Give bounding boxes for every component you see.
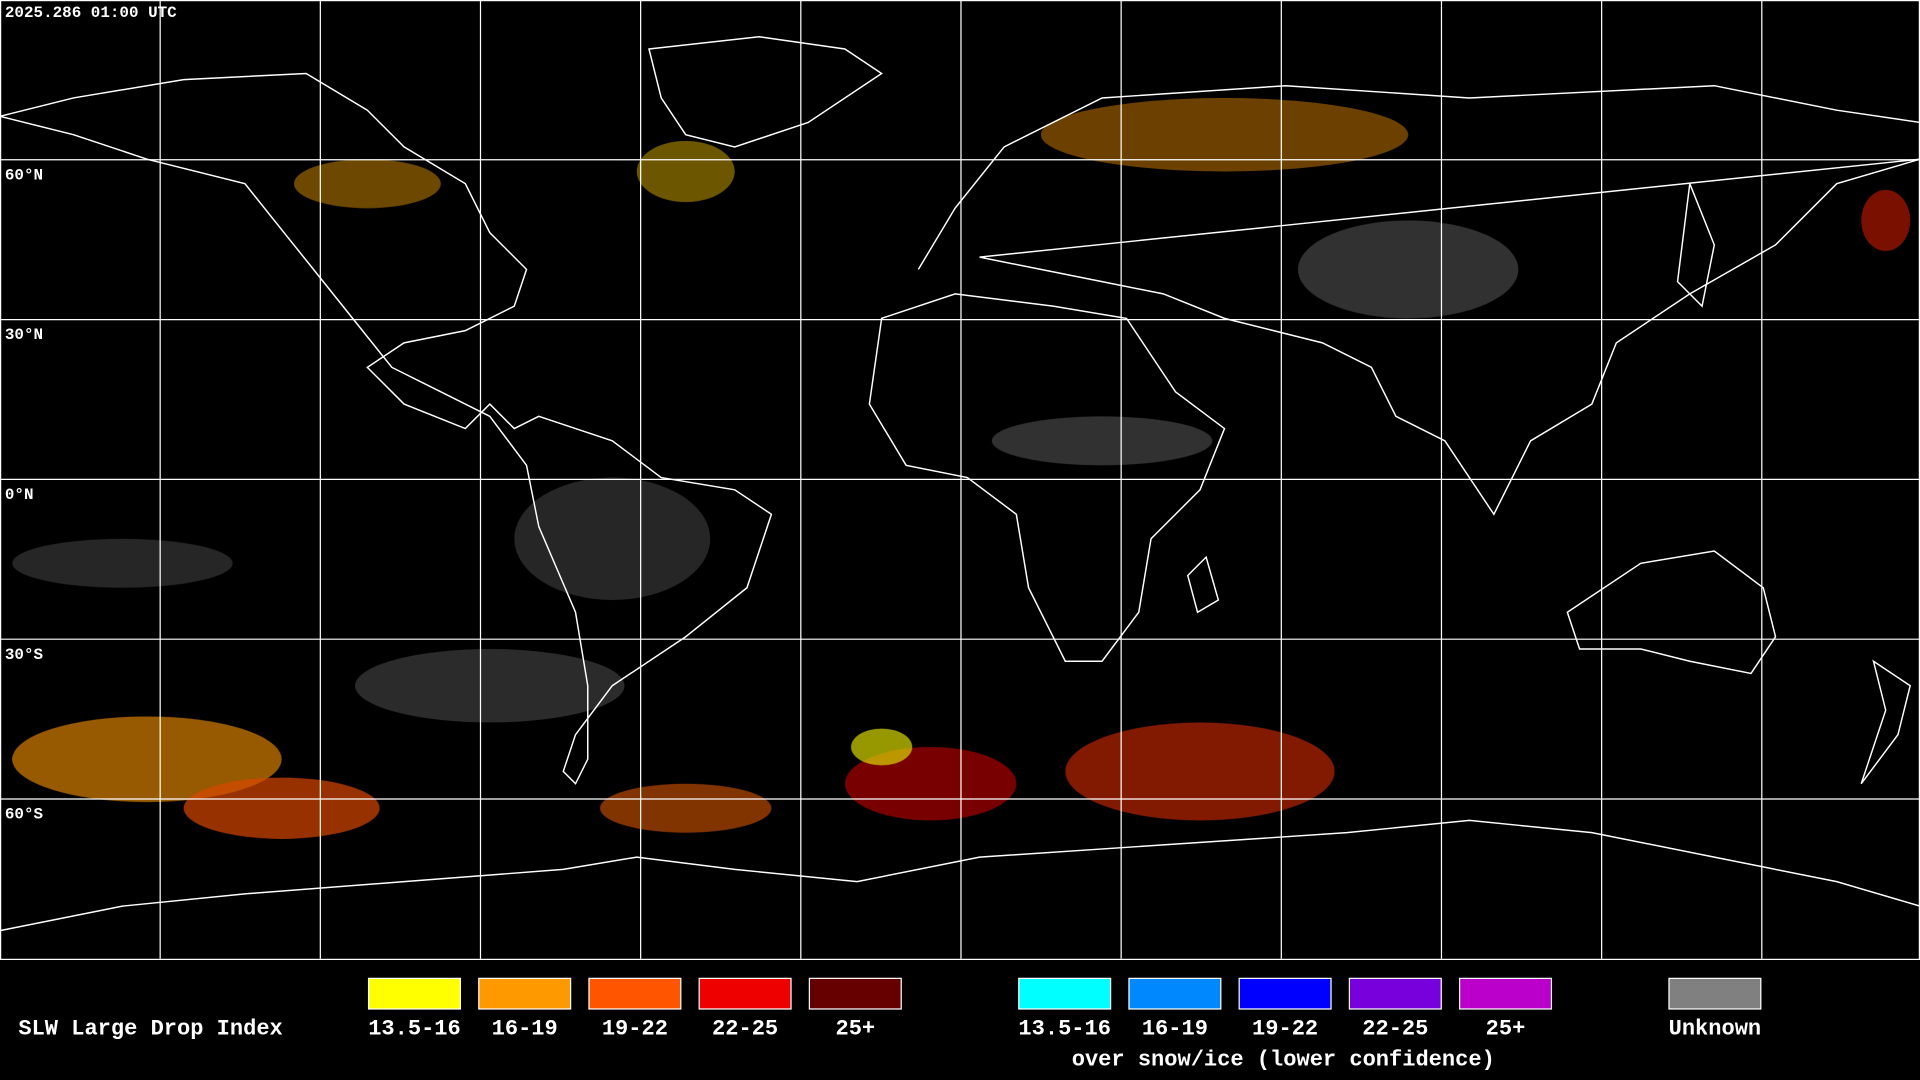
legend-label: 19-22 [602, 1017, 668, 1042]
legend-swatch [1018, 977, 1112, 1010]
map-frame [0, 0, 1920, 960]
legend-label: 16-19 [492, 1017, 558, 1042]
legend-label: 22-25 [712, 1017, 778, 1042]
legend-title: SLW Large Drop Index [18, 1017, 282, 1042]
legend-swatch [588, 977, 682, 1010]
legend-swatch [367, 977, 462, 1010]
legend-label: 25+ [1486, 1017, 1526, 1042]
legend-swatch [1348, 977, 1442, 1010]
legend-label: 16-19 [1142, 1017, 1208, 1042]
legend-label: 13.5-16 [1018, 1017, 1111, 1042]
legend-label: 22-25 [1362, 1017, 1428, 1042]
graticule: 60°N 30°N 0°N 30°S 60°S [0, 0, 1920, 959]
imagery [12, 97, 1911, 839]
coastlines [0, 35, 1920, 932]
legend-label: Unknown [1669, 1017, 1762, 1042]
timestamp: 2025.286 01:00 UTC [5, 4, 177, 22]
legend-swatch [698, 977, 792, 1010]
legend-swatch [1458, 977, 1553, 1010]
latitude-label: 60°N [5, 166, 43, 184]
legend-swatch [1128, 977, 1222, 1010]
legend-label: 13.5-16 [368, 1017, 461, 1042]
map: 60°N 30°N 0°N 30°S 60°S 2025.286 01:00 UTC [0, 0, 1920, 960]
legend-swatch [1668, 977, 1762, 1010]
latitude-label: 60°S [5, 806, 44, 824]
legend-swatch [1238, 977, 1332, 1010]
legend: SLW Large Drop Index over snow/ice (lowe… [18, 977, 1762, 1072]
latitude-label: 30°S [5, 646, 44, 664]
legend-swatch [478, 977, 572, 1010]
legend-label: 25+ [835, 1017, 875, 1042]
legend-label: 19-22 [1252, 1017, 1318, 1042]
legend-swatch [808, 977, 902, 1010]
latitude-label: 30°N [5, 326, 43, 344]
legend-caption: over snow/ice (lower confidence) [1072, 1047, 1495, 1072]
latitude-label: 0°N [5, 486, 34, 504]
